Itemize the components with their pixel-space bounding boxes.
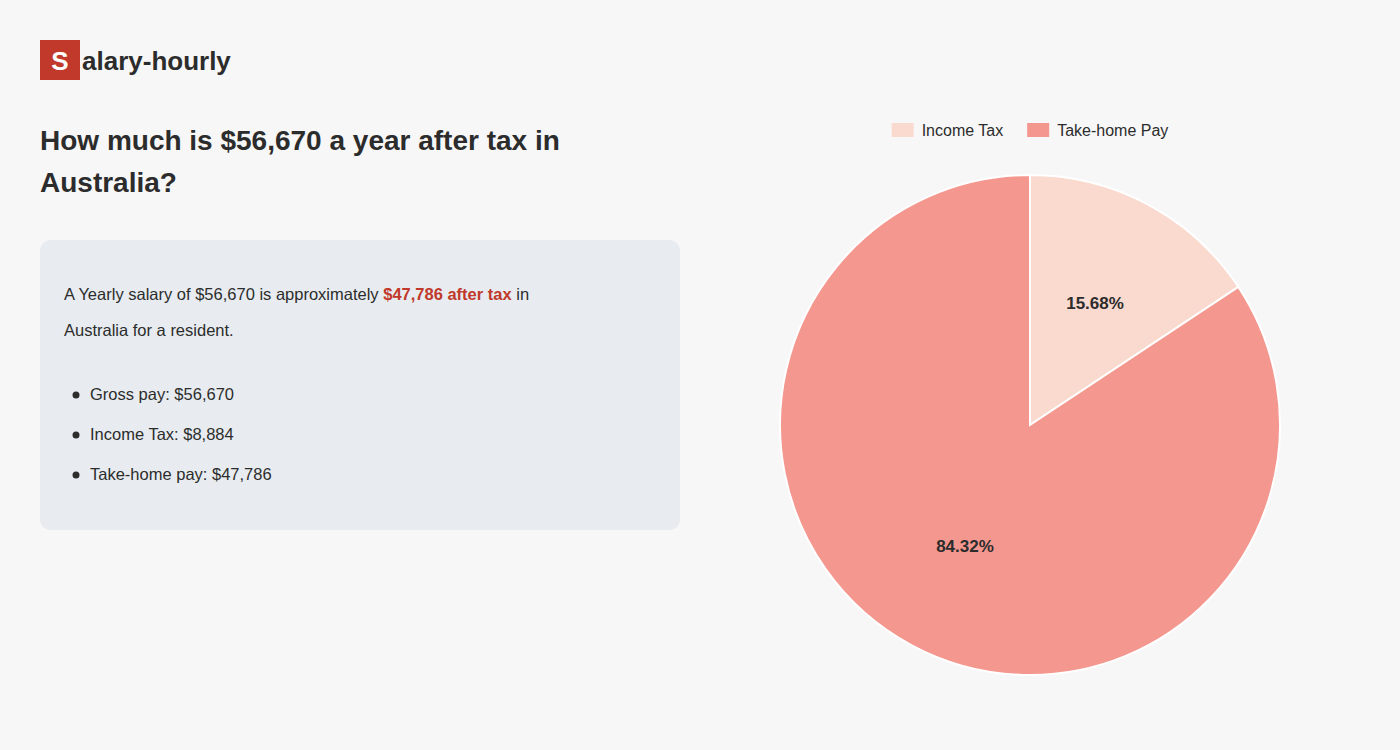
title: Australia? xyxy=(40,167,177,198)
bullet-text: Gross pay: $56,670 xyxy=(90,385,234,403)
legend-swatch xyxy=(892,123,914,137)
info-box xyxy=(40,240,680,530)
background xyxy=(0,0,1400,750)
logo-text: alary-hourly xyxy=(82,46,231,76)
info-text: A Yearly salary of $56,670 is approximat… xyxy=(64,285,383,303)
title: How much is $56,670 a year after tax in xyxy=(40,125,560,156)
legend-entry: Take-home Pay xyxy=(1057,122,1168,139)
legend-entry: Income Tax xyxy=(922,122,1004,139)
info-text: in xyxy=(512,285,529,303)
info-text: $47,786 after tax xyxy=(383,285,512,303)
pie xyxy=(780,175,1280,675)
legend-swatch xyxy=(1027,123,1049,137)
info-line: A Yearly salary of $56,670 is approximat… xyxy=(64,285,529,303)
data-label: 15.68% xyxy=(1066,294,1124,313)
bullet-dot xyxy=(73,392,80,399)
info-line: Australia for a resident. xyxy=(64,321,234,339)
logo-letter: S xyxy=(51,46,68,76)
bullet-dot xyxy=(73,472,80,479)
legend: Income Tax Take-home Pay xyxy=(892,122,1169,139)
data-label: 84.32% xyxy=(936,537,994,556)
bullet-text: Take-home pay: $47,786 xyxy=(90,465,272,483)
bullet-dot xyxy=(73,432,80,439)
logo-badge xyxy=(40,40,80,80)
pie-slice xyxy=(780,175,1280,675)
bullet-text: Income Tax: $8,884 xyxy=(90,425,234,443)
chart: Salary-hourly How much is $56,670 a year … xyxy=(0,0,1400,750)
